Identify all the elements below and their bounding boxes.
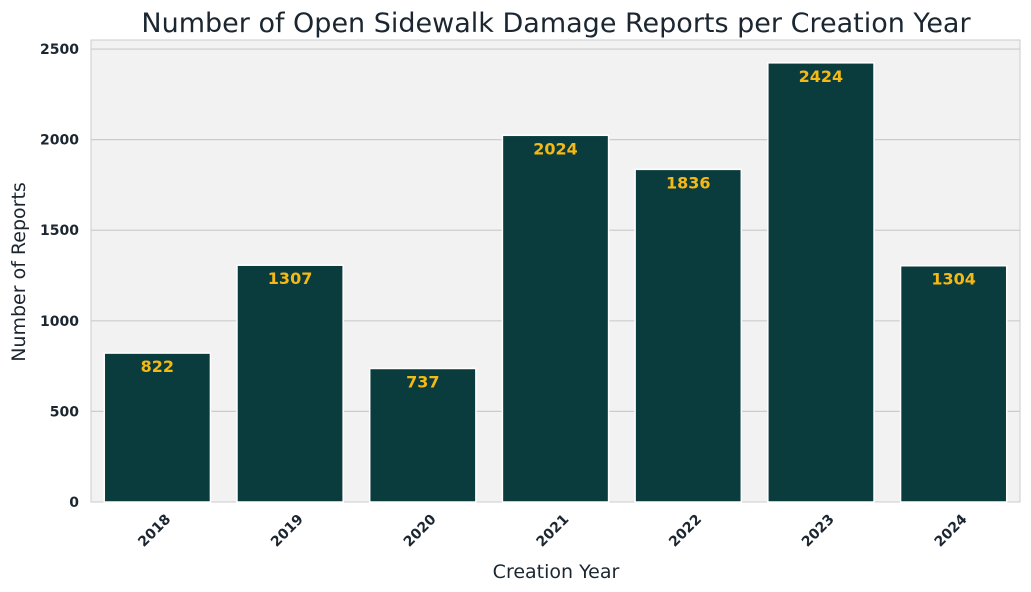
bar-2024 — [899, 264, 1008, 503]
data-label: 1304 — [931, 270, 976, 289]
y-axis-ticks: 0 500 1000 1500 2000 2500 — [40, 42, 79, 511]
x-tick-label: 2019 — [268, 512, 307, 551]
y-tick-label: 1500 — [40, 223, 79, 239]
y-tick-label: 500 — [50, 404, 79, 420]
x-tick-label: 2021 — [533, 512, 572, 551]
chart-title: Number of Open Sidewalk Damage Reports p… — [141, 8, 971, 39]
data-label: 737 — [406, 372, 439, 391]
bar-2019 — [236, 264, 344, 503]
data-label: 1836 — [666, 173, 711, 192]
bar-2020 — [368, 367, 477, 503]
x-tick-label: 2020 — [401, 511, 440, 550]
x-tick-label: 2018 — [135, 512, 174, 551]
y-tick-label: 1000 — [40, 314, 79, 330]
y-tick-label: 2500 — [40, 42, 79, 58]
x-tick-label: 2024 — [932, 511, 971, 550]
data-label: 2424 — [799, 67, 844, 86]
bar-2023 — [767, 62, 875, 503]
x-axis-ticks: 2018 2019 2020 2021 2022 2023 2024 — [135, 511, 970, 550]
y-axis-label: Number of Reports — [8, 182, 30, 362]
y-tick-label: 0 — [69, 495, 79, 511]
data-label: 1307 — [268, 269, 313, 288]
data-labels: 822 1307 737 2024 1836 2424 1304 — [141, 67, 976, 392]
bar-2018 — [103, 352, 212, 503]
data-label: 2024 — [533, 139, 578, 158]
bars — [103, 62, 1008, 503]
x-tick-label: 2022 — [666, 512, 705, 551]
x-axis-label: Creation Year — [493, 561, 620, 583]
x-tick-label: 2023 — [799, 512, 838, 551]
bar-2021 — [501, 134, 610, 503]
bar-2022 — [634, 168, 743, 503]
data-label: 822 — [141, 357, 174, 376]
y-tick-label: 2000 — [40, 133, 79, 149]
